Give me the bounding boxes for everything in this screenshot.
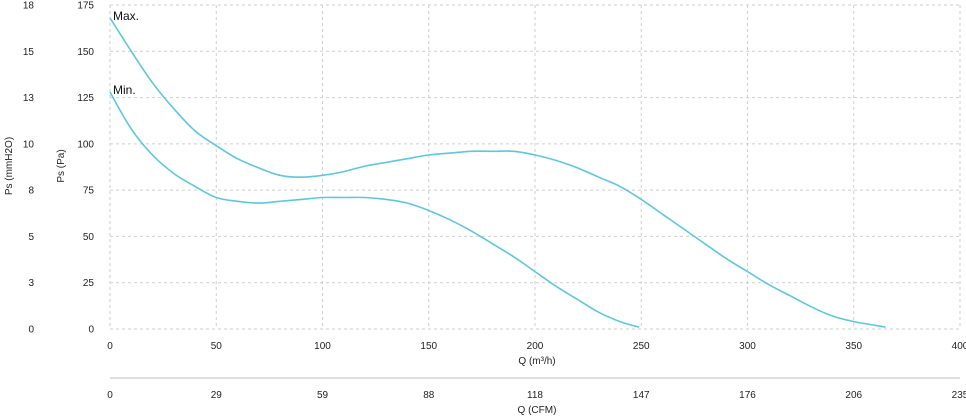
y-tick-label: 50 — [83, 232, 95, 243]
series-line-max — [109, 17, 886, 328]
x-tick-label: 400 — [952, 341, 966, 352]
series-line-min — [109, 91, 640, 328]
x2-tick-label: 88 — [423, 390, 435, 401]
y-tick-label: 75 — [83, 186, 95, 197]
y2-tick-label: 15 — [23, 47, 35, 58]
x-tick-label: 300 — [739, 341, 756, 352]
y-tick-label: 25 — [83, 278, 95, 289]
x2-tick-label: 176 — [739, 390, 756, 401]
x-tick-label: 0 — [107, 341, 113, 352]
x2-axis-title: Q (CFM) — [518, 405, 557, 416]
y-tick-label: 100 — [77, 139, 94, 150]
y-tick-label: 0 — [88, 325, 94, 336]
y2-axis-title: Ps (mmH2O) — [4, 137, 15, 195]
x2-tick-label: 147 — [633, 390, 650, 401]
y2-tick-label: 5 — [28, 232, 34, 243]
series-label-max: Max. — [113, 9, 139, 23]
series-label-min: Min. — [113, 83, 136, 97]
y2-tick-label: 8 — [28, 186, 34, 197]
x-tick-label: 250 — [633, 341, 650, 352]
y-axis-title: Ps (Pa) — [56, 149, 67, 182]
y2-tick-label: 3 — [28, 278, 34, 289]
y-tick-label: 175 — [77, 1, 94, 12]
x-tick-label: 200 — [527, 341, 544, 352]
y2-tick-label: 0 — [28, 325, 34, 336]
y-tick-label: 150 — [77, 47, 94, 58]
x2-tick-label: 235 — [952, 390, 966, 401]
grid — [109, 4, 961, 330]
x-tick-label: 50 — [211, 341, 223, 352]
x2-tick-label: 118 — [527, 390, 543, 401]
y-tick-label: 125 — [77, 93, 94, 104]
x-axis-title: Q (m³/h) — [518, 356, 555, 367]
x2-tick-label: 206 — [845, 390, 862, 401]
series: Max. Min. — [109, 9, 886, 328]
y2-tick-label: 18 — [23, 1, 35, 12]
x2-tick-label: 29 — [211, 390, 223, 401]
x-tick-label: 350 — [845, 341, 862, 352]
tick-labels: 0050291005915088200118250147300176350206… — [23, 1, 966, 402]
x-tick-label: 100 — [314, 341, 331, 352]
y2-tick-label: 13 — [23, 93, 35, 104]
x-tick-label: 150 — [420, 341, 437, 352]
x2-tick-label: 59 — [317, 390, 329, 401]
y2-tick-label: 10 — [23, 139, 35, 150]
x2-tick-label: 0 — [107, 390, 113, 401]
